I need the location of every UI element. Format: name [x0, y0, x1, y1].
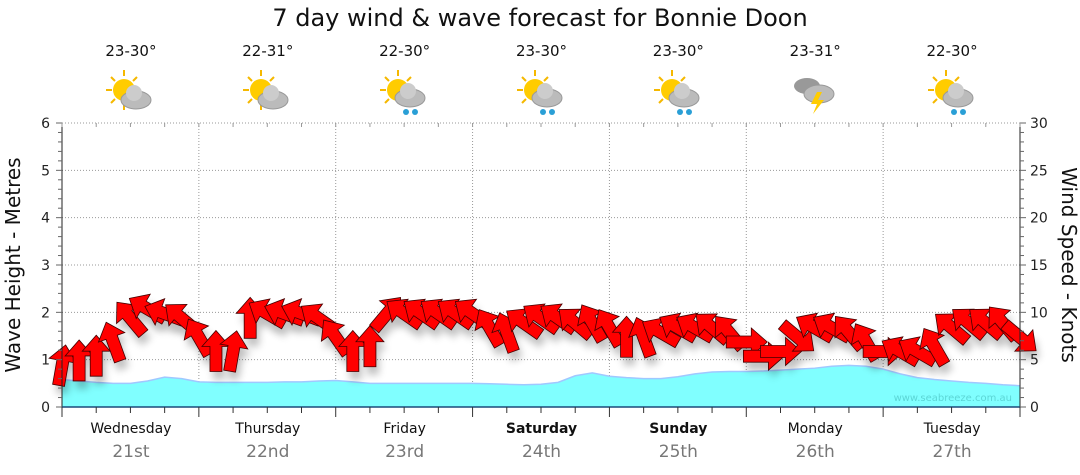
day-name: Saturday	[505, 421, 578, 437]
wind-arrow	[403, 298, 442, 331]
y2-tick-label: 30	[1030, 116, 1048, 132]
wave-height-line	[61, 364, 1021, 387]
wind-arrow	[558, 308, 595, 342]
y2-tick-label: 25	[1030, 163, 1048, 179]
wind-arrow	[919, 328, 951, 368]
day-date: 21st	[112, 442, 150, 462]
y2-axis-title: Wind Speed - Knots	[1057, 167, 1080, 363]
y2-tick-label: 0	[1030, 400, 1039, 416]
day-temperature: 23-30°	[652, 42, 704, 60]
y2-tick-label: 20	[1030, 211, 1048, 227]
showers-icon	[924, 68, 980, 124]
day-name: Sunday	[649, 421, 708, 437]
wind-arrow	[881, 336, 922, 368]
day-date: 25th	[658, 442, 698, 462]
wind-arrow	[219, 330, 249, 373]
wind-arrow	[81, 334, 112, 377]
showers-icon	[650, 68, 706, 124]
day-temperature: 23-31°	[789, 42, 841, 60]
watermark: www.seabreeze.com.au	[894, 393, 1012, 404]
wind-arrow	[898, 336, 939, 368]
day-date: 27th	[932, 442, 972, 462]
day-name: Tuesday	[923, 421, 981, 437]
day-name: Wednesday	[90, 421, 172, 437]
y-tick-label: 2	[41, 305, 50, 321]
y-axis-title: Wave Height - Metres	[1, 157, 25, 372]
wind-arrow	[523, 303, 562, 336]
wind-arrow	[386, 298, 425, 331]
day-date: 22nd	[246, 442, 290, 462]
wind-arrow	[183, 318, 215, 359]
partly-cloudy-icon	[239, 68, 295, 124]
y2-tick-label: 10	[1030, 305, 1048, 321]
day-date: 24th	[521, 442, 562, 462]
wind-arrow	[355, 325, 385, 368]
day-temperature: 23-30°	[515, 42, 568, 60]
day-date: 23rd	[385, 442, 425, 462]
y-tick-label: 4	[41, 211, 50, 227]
wind-arrow	[594, 309, 626, 349]
y-tick-label: 3	[41, 258, 50, 274]
day-date: 26th	[795, 442, 835, 462]
y2-tick-label: 5	[1030, 353, 1039, 369]
wind-arrow	[420, 298, 459, 331]
day-temperature: 22-31°	[242, 42, 294, 60]
day-temperature: 22-30°	[379, 42, 431, 60]
wind-arrow	[437, 298, 476, 331]
day-temperature: 23-30°	[105, 42, 157, 60]
wind-arrow	[834, 315, 867, 353]
wind-arrow	[796, 312, 836, 344]
y-tick-label: 5	[41, 163, 50, 179]
wind-arrow	[659, 312, 699, 344]
wave-height-area	[62, 365, 1020, 407]
wind-arrow	[1000, 319, 1037, 352]
y2-tick-label: 15	[1030, 258, 1048, 274]
showers-icon	[513, 68, 569, 124]
wind-arrow	[760, 336, 803, 367]
day-temperature: 22-30°	[926, 42, 978, 60]
y-tick-label: 0	[41, 400, 50, 416]
chart-title: 7 day wind & wave forecast for Bonnie Do…	[272, 4, 808, 32]
day-name: Thursday	[235, 421, 301, 437]
showers-icon	[376, 68, 432, 124]
wind-arrow	[97, 321, 127, 364]
y-tick-label: 6	[41, 116, 50, 132]
y-tick-label: 1	[41, 353, 50, 369]
partly-cloudy-icon	[102, 68, 158, 124]
thunderstorm-icon	[787, 68, 843, 124]
day-name: Monday	[787, 421, 843, 437]
day-name: Friday	[383, 421, 426, 437]
